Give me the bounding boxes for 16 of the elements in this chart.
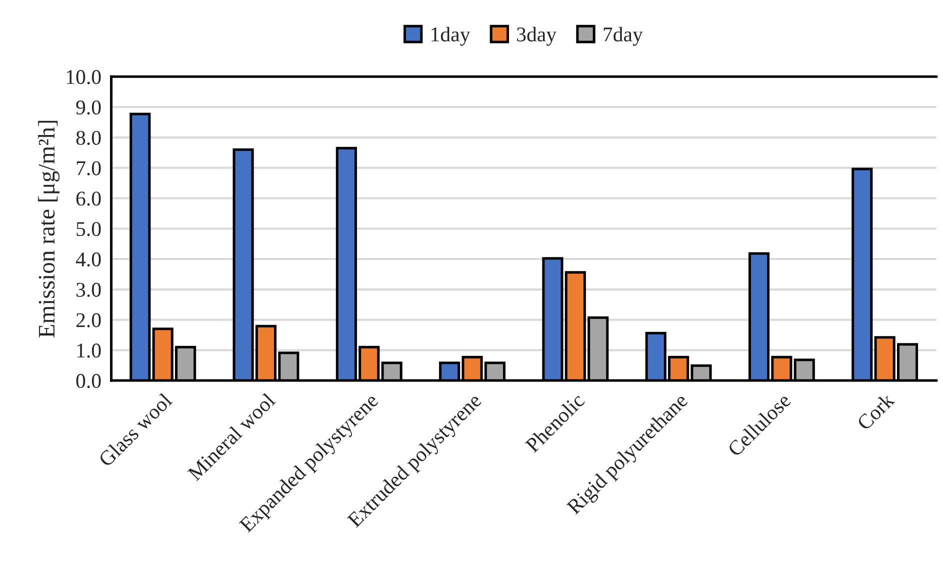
- y-tick-label: 0.0: [76, 374, 101, 388]
- y-tick-label: 10.0: [66, 70, 101, 84]
- y-tick-label: 6.0: [76, 192, 101, 206]
- legend-label: 3day: [517, 26, 557, 46]
- y-tick-label: 7.0: [76, 161, 101, 176]
- y-tick-label: 8.0: [76, 130, 101, 145]
- y-tick-label: 5.0: [76, 222, 101, 236]
- legend-label: 1day: [432, 26, 470, 46]
- y-axis-title: Emission rate [μg/m²h]: [38, 120, 60, 338]
- y-tick-label: 1.0: [77, 344, 101, 358]
- x-tick-label: Cork: [856, 392, 896, 431]
- y-tick-label: 9.0: [76, 100, 101, 115]
- legend-label: 7day: [604, 26, 643, 46]
- y-tick-label: 2.0: [76, 313, 101, 328]
- y-tick-label: 4.0: [76, 252, 101, 267]
- y-tick-label: 3.0: [76, 282, 101, 297]
